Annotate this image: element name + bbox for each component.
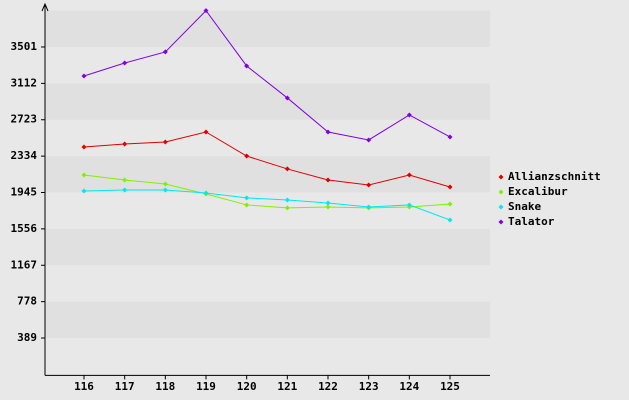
point xyxy=(162,181,168,187)
series-line xyxy=(83,131,451,188)
grid-band xyxy=(45,265,490,302)
x-tick-label: 123 xyxy=(359,380,379,393)
grid-band xyxy=(45,46,490,84)
point xyxy=(447,217,453,223)
grid-band xyxy=(45,228,490,266)
point xyxy=(284,197,290,203)
y-tick-label: 3501 xyxy=(11,40,38,53)
legend-label: Excalibur xyxy=(508,185,568,198)
point xyxy=(203,190,209,196)
point xyxy=(244,202,250,208)
legend-marker xyxy=(498,219,504,225)
x-tick-label: 117 xyxy=(115,380,135,393)
grid-band xyxy=(45,192,490,229)
point xyxy=(325,200,331,206)
grid-band xyxy=(45,338,490,375)
point xyxy=(244,195,250,201)
point xyxy=(81,73,87,79)
series-line xyxy=(83,9,451,141)
point xyxy=(447,201,453,207)
x-tick-label: 119 xyxy=(196,380,216,393)
y-tick-label: 1945 xyxy=(11,186,38,199)
y-tick-label: 2334 xyxy=(11,149,38,162)
y-axis-arrow xyxy=(41,2,49,12)
y-tick-label: 778 xyxy=(17,295,37,308)
point xyxy=(162,139,168,145)
point xyxy=(284,166,290,172)
x-tick-label: 122 xyxy=(318,380,338,393)
x-tick-label: 121 xyxy=(277,380,297,393)
point xyxy=(406,112,412,118)
point xyxy=(122,60,128,66)
point xyxy=(162,49,168,55)
point xyxy=(162,187,168,193)
point xyxy=(366,137,372,143)
legend-marker xyxy=(498,189,504,195)
y-tick-label: 3112 xyxy=(11,76,38,89)
x-tick-label: 116 xyxy=(74,380,94,393)
series-line xyxy=(83,189,451,221)
grid-band xyxy=(45,10,490,47)
legend-label: Talator xyxy=(508,215,555,228)
grid-band xyxy=(45,119,490,157)
point xyxy=(244,63,250,69)
legend-label: Allianzschnitt xyxy=(508,170,601,183)
legend-marker xyxy=(498,204,504,210)
point xyxy=(122,187,128,193)
point xyxy=(81,188,87,194)
y-tick-label: 2723 xyxy=(11,113,38,126)
legend-label: Snake xyxy=(508,200,541,213)
x-tick-label: 120 xyxy=(237,380,257,393)
point xyxy=(406,172,412,178)
x-tick-label: 125 xyxy=(440,380,460,393)
point xyxy=(284,95,290,101)
point xyxy=(203,129,209,135)
point xyxy=(81,172,87,178)
point xyxy=(447,184,453,190)
point xyxy=(122,177,128,183)
point xyxy=(366,182,372,188)
x-tick-label: 124 xyxy=(399,380,419,393)
y-tick-label: 1556 xyxy=(11,222,38,235)
series-line xyxy=(83,174,451,209)
point xyxy=(406,202,412,208)
point xyxy=(203,8,209,14)
y-tick-label: 389 xyxy=(17,331,37,344)
point xyxy=(325,177,331,183)
grid-band xyxy=(45,156,490,193)
point xyxy=(447,134,453,140)
point xyxy=(244,153,250,159)
point xyxy=(122,141,128,147)
grid-band xyxy=(45,301,490,339)
point xyxy=(81,144,87,150)
point xyxy=(325,204,331,210)
grid-band xyxy=(45,83,490,120)
point xyxy=(325,129,331,135)
point xyxy=(284,205,290,211)
x-tick-label: 118 xyxy=(155,380,175,393)
y-tick-label: 1167 xyxy=(11,258,38,271)
point xyxy=(366,204,372,210)
legend-marker xyxy=(498,174,504,180)
